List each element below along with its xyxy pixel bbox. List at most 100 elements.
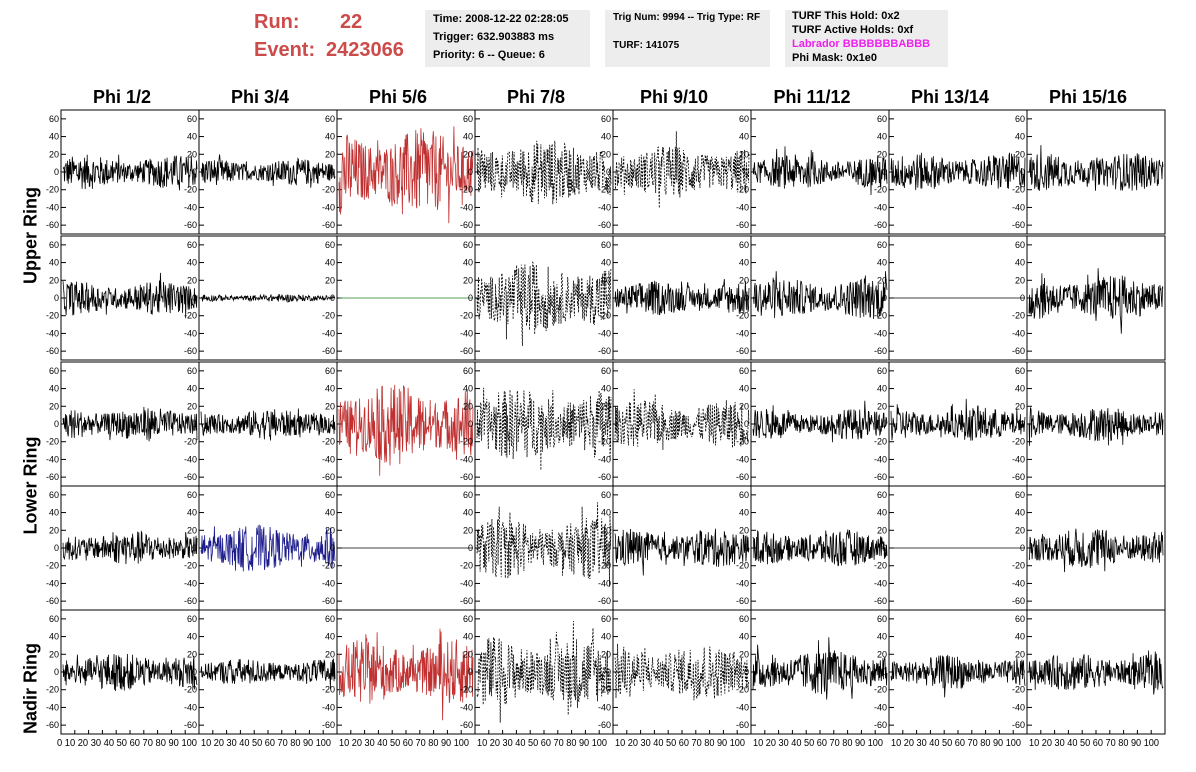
y-tick-label: -60	[322, 720, 335, 730]
y-tick-label: 40	[187, 132, 197, 142]
y-tick-label: -20	[184, 311, 197, 321]
y-tick-label: -40	[736, 202, 749, 212]
y-tick-label: -60	[598, 596, 611, 606]
y-tick-label: -60	[1012, 596, 1025, 606]
waveform-r5-c8	[1028, 650, 1164, 695]
y-tick-label: -60	[874, 220, 887, 230]
y-tick-label: 20	[49, 149, 59, 159]
waveform-r4-c8	[1028, 528, 1164, 573]
y-tick-label: -60	[598, 472, 611, 482]
y-tick-label: -60	[874, 472, 887, 482]
y-tick-label: 20	[325, 649, 335, 659]
waveform-r3-c4	[476, 387, 612, 471]
y-tick-label: 20	[325, 401, 335, 411]
y-tick-label: 60	[877, 490, 887, 500]
trig-info-box: Trig Num: 9994 -- Trig Type: RF TURF: 14…	[605, 10, 770, 67]
waveform-r4-c5	[614, 528, 750, 576]
y-tick-label: -20	[46, 561, 59, 571]
waveform-r5-c4	[476, 620, 612, 723]
y-tick-label: -40	[874, 202, 887, 212]
y-tick-label: 20	[1015, 401, 1025, 411]
time-info-box: Time: 2008-12-22 02:28:05 Trigger: 632.9…	[425, 10, 590, 67]
y-tick-label: 20	[463, 525, 473, 535]
y-tick-label: 0	[744, 543, 749, 553]
y-tick-label: -20	[1012, 311, 1025, 321]
y-tick-label: 20	[739, 649, 749, 659]
y-tick-label: 40	[1015, 632, 1025, 642]
y-tick-label: 20	[325, 275, 335, 285]
y-tick-label: 40	[187, 508, 197, 518]
y-tick-label: -20	[184, 185, 197, 195]
y-tick-label: -40	[322, 702, 335, 712]
y-tick-label: -20	[736, 311, 749, 321]
y-tick-label: -20	[1012, 437, 1025, 447]
y-tick-label: -60	[184, 472, 197, 482]
panel-frame-r3-c4	[474, 361, 614, 487]
y-tick-label: 20	[739, 525, 749, 535]
y-tick-label: -40	[874, 454, 887, 464]
y-tick-label: 0	[330, 667, 335, 677]
y-tick-label: 0	[468, 167, 473, 177]
y-tick-label: 20	[463, 275, 473, 285]
y-tick-label: -40	[46, 328, 59, 338]
y-tick-label: -20	[46, 311, 59, 321]
waveform-r2-c2	[200, 293, 336, 304]
y-tick-label: 0	[192, 419, 197, 429]
turf-info-box: TURF This Hold: 0x2 TURF Active Holds: 0…	[785, 10, 948, 67]
y-tick-label: -40	[598, 328, 611, 338]
waveform-r1-c1	[62, 154, 198, 191]
turf-text: TURF: 141075	[613, 40, 680, 51]
waveform-r5-c7	[890, 654, 1026, 698]
y-tick-label: 0	[54, 167, 59, 177]
y-tick-label: 0	[330, 419, 335, 429]
y-tick-label: -40	[874, 328, 887, 338]
y-tick-label: 0	[744, 293, 749, 303]
y-tick-label: 40	[601, 132, 611, 142]
y-tick-label: 0	[330, 543, 335, 553]
x-tick-label: 10 20 30 40 50 60 70 80 90 100	[615, 738, 745, 749]
y-tick-label: 40	[49, 258, 59, 268]
y-tick-label: -40	[322, 328, 335, 338]
y-tick-label: 60	[49, 490, 59, 500]
waveform-r1-c3	[338, 126, 474, 224]
y-tick-label: -60	[598, 346, 611, 356]
panel-frame-r4-c4	[474, 485, 614, 611]
y-tick-label: -20	[460, 561, 473, 571]
y-tick-label: -40	[736, 578, 749, 588]
waveform-r3-c3	[338, 384, 474, 476]
col-title-3: Phi 5/6	[368, 87, 428, 107]
y-tick-label: 60	[463, 114, 473, 124]
y-tick-label: 60	[49, 114, 59, 124]
y-tick-label: -60	[1012, 720, 1025, 730]
waveform-r2-c5	[614, 278, 750, 316]
waveform-r5-c3	[338, 628, 474, 721]
y-tick-label: 60	[463, 240, 473, 250]
y-tick-label: 40	[325, 258, 335, 268]
y-tick-label: 20	[601, 525, 611, 535]
y-tick-label: -60	[874, 720, 887, 730]
y-tick-label: 20	[325, 149, 335, 159]
y-tick-label: -60	[1012, 220, 1025, 230]
y-tick-label: -60	[874, 346, 887, 356]
run-value: 22	[340, 11, 363, 33]
y-tick-label: 0	[468, 543, 473, 553]
y-tick-label: 0	[54, 419, 59, 429]
y-tick-label: 20	[187, 275, 197, 285]
y-tick-label: 40	[601, 384, 611, 394]
y-tick-label: 20	[601, 649, 611, 659]
y-tick-label: 40	[325, 132, 335, 142]
y-tick-label: -40	[598, 202, 611, 212]
waveform-r3-c2	[200, 408, 336, 441]
y-tick-label: 60	[739, 366, 749, 376]
y-tick-label: 60	[877, 614, 887, 624]
y-tick-label: -20	[322, 185, 335, 195]
y-tick-label: 40	[49, 632, 59, 642]
y-tick-label: -60	[322, 220, 335, 230]
y-tick-label: 20	[187, 525, 197, 535]
y-tick-label: -40	[460, 578, 473, 588]
y-tick-label: 0	[744, 167, 749, 177]
y-tick-label: 60	[187, 490, 197, 500]
y-tick-label: -40	[322, 578, 335, 588]
y-tick-label: -20	[184, 561, 197, 571]
